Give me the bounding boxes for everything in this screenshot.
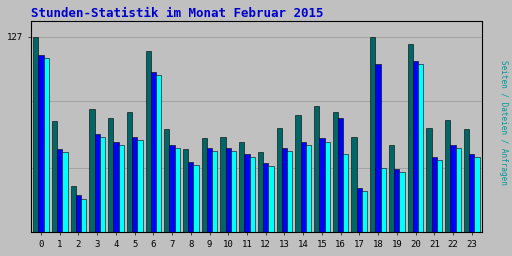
Bar [437,160,442,232]
Bar [287,151,292,232]
Bar [352,137,357,232]
Bar [212,151,218,232]
Bar [137,140,142,232]
Bar [44,58,49,232]
Bar [426,128,432,232]
Bar [418,65,423,232]
Bar [399,172,404,232]
Bar [375,65,381,232]
Bar [276,128,282,232]
Bar [183,149,188,232]
Bar [76,195,81,232]
Bar [362,191,367,232]
Bar [113,142,119,232]
Bar [432,157,437,232]
Bar [202,138,207,232]
Bar [389,145,394,232]
Bar [52,122,57,232]
Bar [301,142,306,232]
Bar [89,109,95,232]
Bar [231,151,236,232]
Bar [71,186,76,232]
Bar [207,148,212,232]
Bar [306,145,311,232]
Bar [469,154,474,232]
Text: Seiten / Dateien / Anfragen: Seiten / Dateien / Anfragen [499,60,508,185]
Bar [381,168,386,232]
Bar [108,119,113,232]
Bar [474,157,480,232]
Bar [62,152,68,232]
Bar [408,45,413,232]
Bar [226,148,231,232]
Bar [258,152,263,232]
Bar [343,154,349,232]
Bar [151,72,156,232]
Bar [33,37,38,232]
Bar [282,148,287,232]
Bar [445,120,451,232]
Bar [175,148,180,232]
Bar [394,169,399,232]
Bar [325,142,330,232]
Bar [250,157,255,232]
Bar [145,51,151,232]
Bar [268,166,273,232]
Bar [57,149,62,232]
Bar [370,37,375,232]
Bar [319,138,325,232]
Bar [169,145,175,232]
Text: Stunden-Statistik im Monat Februar 2015: Stunden-Statistik im Monat Februar 2015 [31,7,323,20]
Bar [464,129,469,232]
Bar [38,55,44,232]
Bar [413,61,418,232]
Bar [357,188,362,232]
Bar [451,145,456,232]
Bar [338,119,343,232]
Bar [156,75,161,232]
Bar [244,154,250,232]
Bar [333,112,338,232]
Bar [81,198,87,232]
Bar [194,165,199,232]
Bar [314,106,319,232]
Bar [263,163,268,232]
Bar [188,162,194,232]
Bar [95,134,100,232]
Bar [127,112,132,232]
Bar [132,137,137,232]
Bar [456,148,461,232]
Bar [119,145,124,232]
Bar [164,129,169,232]
Bar [100,137,105,232]
Bar [295,115,301,232]
Bar [239,142,244,232]
Bar [220,137,226,232]
